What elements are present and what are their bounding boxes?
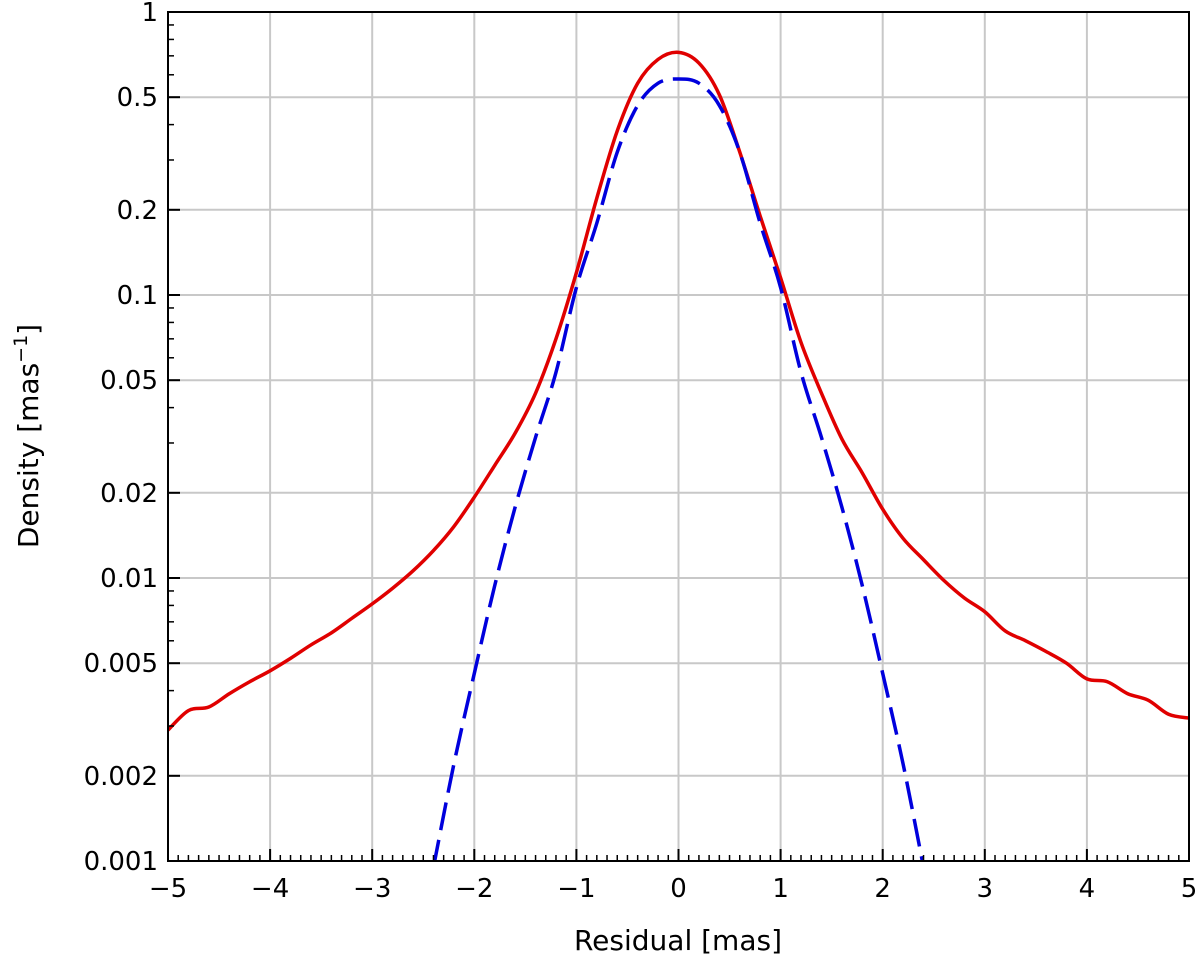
y-axis-label-exponent: −1 bbox=[10, 335, 32, 363]
x-tick-label: −2 bbox=[455, 874, 493, 904]
x-axis-label: Residual [mas] bbox=[574, 924, 782, 957]
x-tick-label: −4 bbox=[251, 874, 289, 904]
dashed-series-line bbox=[432, 77, 925, 861]
y-tick-labels: 1 0.5 0.2 0.1 0.05 0.02 0.01 0.005 0.002 0.001 bbox=[84, 0, 158, 877]
x-tick-label: −5 bbox=[149, 874, 187, 904]
plot-frame bbox=[167, 11, 1190, 862]
x-tick-label: 3 bbox=[977, 874, 994, 904]
y-axis-label: Density [mas−1] bbox=[10, 324, 45, 548]
x-tick-label: 1 bbox=[772, 874, 789, 904]
y-tick-label: 0.5 bbox=[117, 83, 158, 113]
series-group bbox=[168, 50, 1189, 861]
x-tick-labels: −5 −4 −3 −2 −1 0 1 2 3 4 5 bbox=[149, 874, 1197, 904]
y-tick-label: 0.01 bbox=[100, 564, 158, 594]
y-tick-label: 0.1 bbox=[117, 281, 158, 311]
y-tick-label: 0.02 bbox=[100, 479, 158, 509]
y-tick-label: 0.002 bbox=[84, 762, 158, 792]
x-tick-label: 4 bbox=[1079, 874, 1096, 904]
y-tick-label: 0.001 bbox=[84, 847, 158, 877]
x-tick-label: −1 bbox=[557, 874, 595, 904]
x-tick-label: 5 bbox=[1181, 874, 1198, 904]
major-ticks bbox=[167, 11, 1190, 862]
y-tick-label: 0.05 bbox=[100, 366, 158, 396]
x-tick-label: 0 bbox=[670, 874, 687, 904]
x-tick-label: −3 bbox=[353, 874, 391, 904]
y-tick-label: 0.2 bbox=[117, 196, 158, 226]
y-axis-label-main: Density [mas bbox=[12, 363, 45, 548]
y-tick-label: 1 bbox=[141, 0, 158, 28]
solid-series-line bbox=[168, 50, 1189, 732]
y-tick-label: 0.005 bbox=[84, 649, 158, 679]
y-axis-label-close: ] bbox=[12, 324, 45, 335]
x-tick-label: 2 bbox=[874, 874, 891, 904]
